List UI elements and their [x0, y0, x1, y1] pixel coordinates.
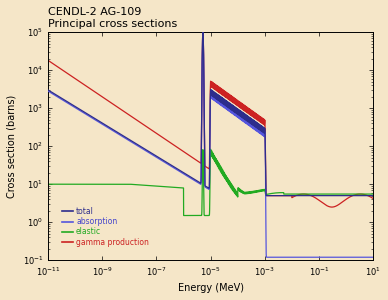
- X-axis label: Energy (MeV): Energy (MeV): [178, 283, 244, 293]
- Y-axis label: Cross section (barns): Cross section (barns): [7, 94, 17, 198]
- Legend: total, absorption, elastic, gamma production: total, absorption, elastic, gamma produc…: [59, 204, 152, 250]
- Text: CENDL-2 AG-109
Principal cross sections: CENDL-2 AG-109 Principal cross sections: [48, 7, 177, 28]
